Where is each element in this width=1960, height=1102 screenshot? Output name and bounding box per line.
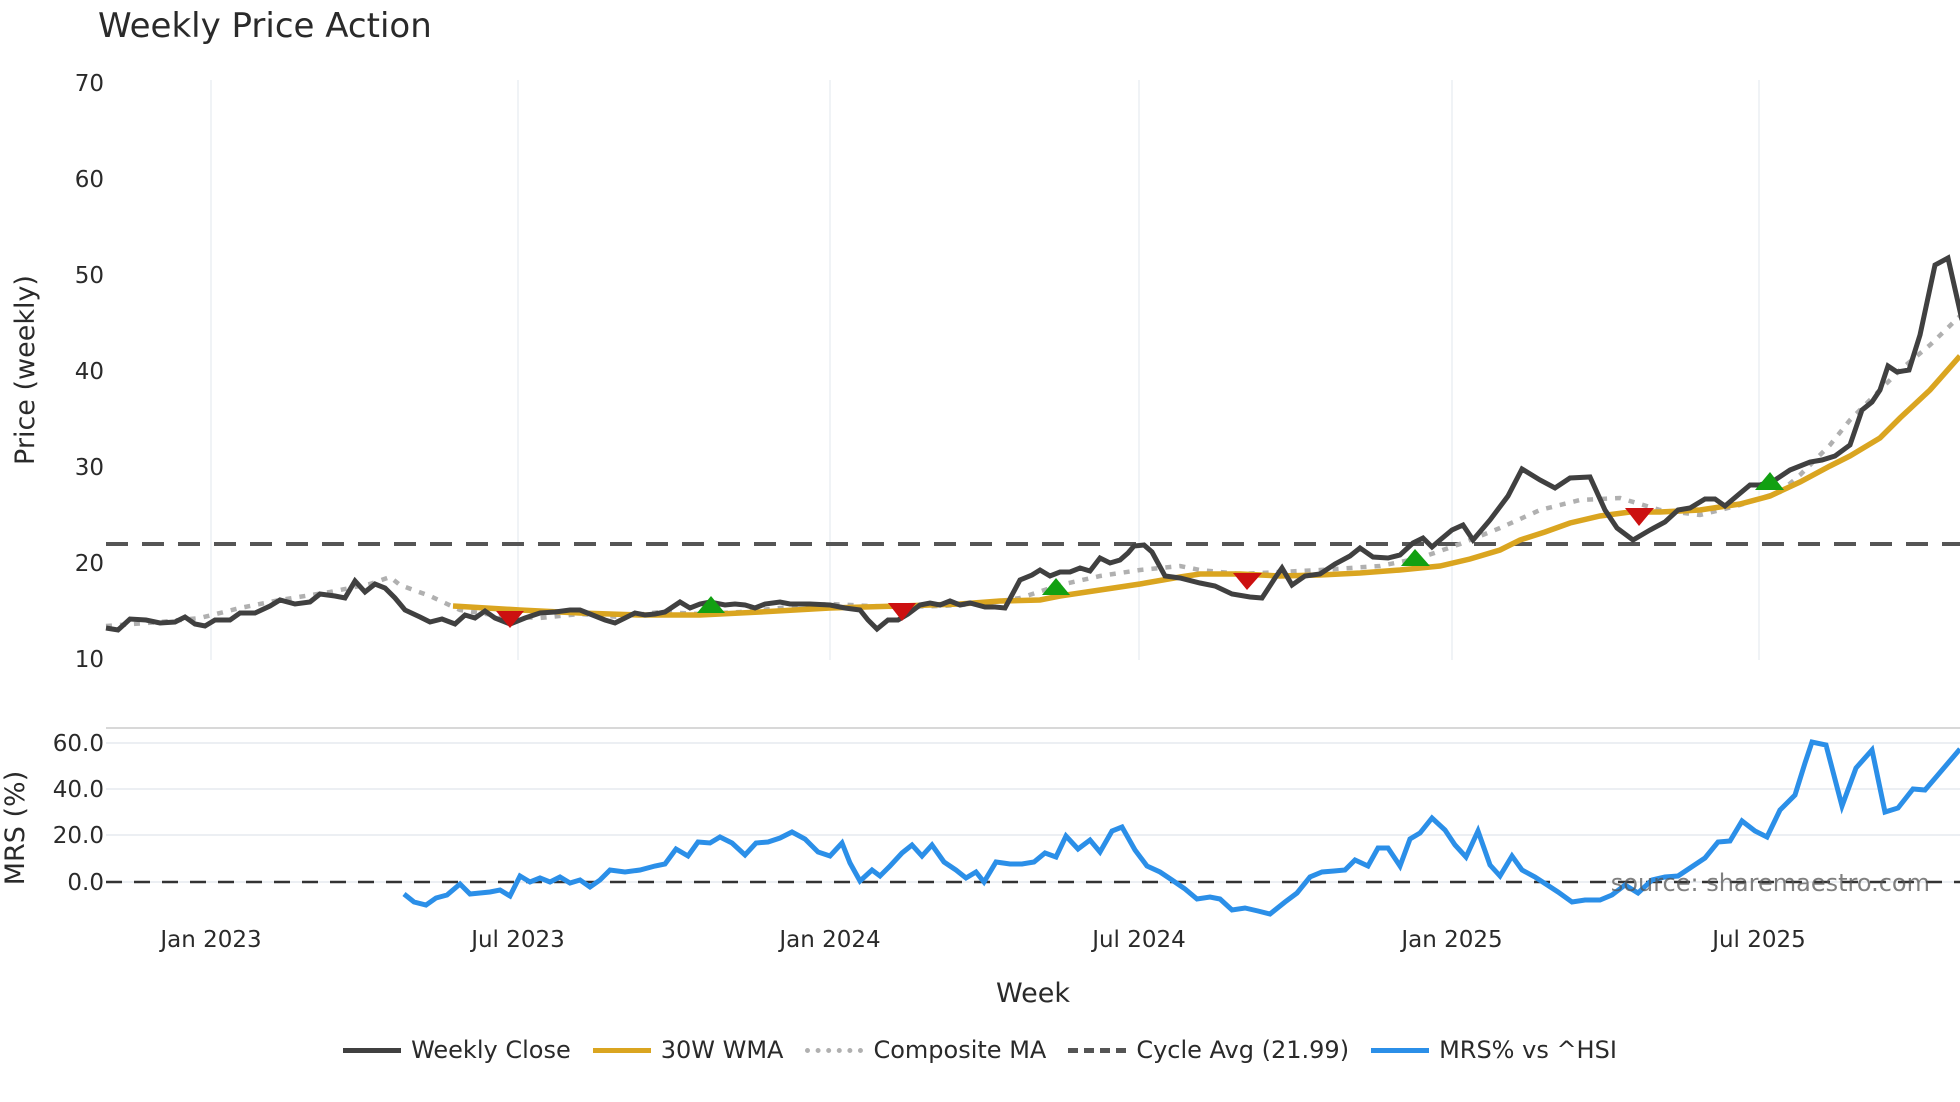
- legend-item-cycle-avg[interactable]: Cycle Avg (21.99): [1068, 1036, 1349, 1064]
- wma-line: [452, 354, 1960, 618]
- legend-label: 30W WMA: [660, 1036, 784, 1064]
- sell-marker: [1233, 573, 1262, 590]
- buy-marker: [697, 596, 725, 613]
- legend-item-weekly-close[interactable]: Weekly Close: [343, 1036, 571, 1064]
- sell-marker: [496, 611, 524, 628]
- composite-ma-line: [105, 314, 1960, 629]
- mrs-y-label: MRS (%): [0, 771, 31, 886]
- legend-swatch: [343, 1047, 402, 1053]
- svg-text:40: 40: [75, 359, 104, 385]
- legend-swatch: [592, 1047, 651, 1053]
- weekly-close-line: [105, 254, 1960, 633]
- legend-label: Weekly Close: [411, 1036, 571, 1064]
- svg-text:Jul 2024: Jul 2024: [1090, 927, 1186, 953]
- svg-text:Jan 2023: Jan 2023: [158, 927, 261, 953]
- x-axis-label: Week: [996, 978, 1070, 1009]
- svg-text:10: 10: [75, 647, 104, 673]
- svg-text:Jan 2025: Jan 2025: [1399, 927, 1502, 953]
- svg-text:20.0: 20.0: [53, 823, 104, 849]
- svg-text:70: 70: [75, 71, 104, 97]
- legend-item-wma[interactable]: 30W WMA: [592, 1036, 784, 1064]
- svg-text:60.0: 60.0: [53, 731, 104, 757]
- legend-label: Cycle Avg (21.99): [1136, 1036, 1350, 1064]
- legend-item-composite-ma[interactable]: Composite MA: [805, 1036, 1046, 1064]
- svg-text:20: 20: [75, 551, 104, 577]
- svg-text:60: 60: [75, 167, 104, 193]
- legend-label: Composite MA: [873, 1036, 1047, 1064]
- svg-text:Jul 2025: Jul 2025: [1710, 927, 1806, 953]
- price-y-label: Price (weekly): [10, 275, 41, 465]
- buy-marker: [1401, 549, 1430, 566]
- x-axis: Jan 2023 Jul 2023 Jan 2024 Jul 2024 Jan …: [158, 927, 1805, 953]
- signal-markers: [496, 472, 1784, 628]
- legend-swatch: [805, 1047, 864, 1053]
- svg-text:30: 30: [75, 455, 104, 481]
- sell-marker: [888, 603, 916, 621]
- legend-item-mrs[interactable]: MRS% vs ^HSI: [1371, 1036, 1617, 1064]
- svg-text:50: 50: [75, 263, 104, 289]
- sell-marker: [1625, 508, 1654, 526]
- buy-marker: [1755, 472, 1784, 490]
- mrs-y-axis: 60.0 40.0 20.0 0.0: [53, 731, 104, 896]
- price-y-axis: 70 60 50 40 30 20 10: [75, 71, 104, 673]
- mrs-line: [402, 739, 1960, 917]
- legend-label: MRS% vs ^HSI: [1439, 1036, 1617, 1064]
- svg-text:Jan 2024: Jan 2024: [777, 927, 880, 953]
- legend-swatch: [1371, 1047, 1430, 1053]
- svg-text:Jul 2023: Jul 2023: [469, 927, 565, 953]
- legend-swatch: [1068, 1047, 1127, 1053]
- price-gridlines: [210, 80, 1760, 660]
- chart-title: Weekly Price Action: [98, 6, 432, 46]
- svg-text:40.0: 40.0: [53, 777, 104, 803]
- source-annotation: source: sharemaestro.com: [1611, 869, 1930, 897]
- buy-marker: [1042, 578, 1070, 595]
- legend: Weekly Close 30W WMA Composite MA Cycle …: [0, 1036, 1960, 1064]
- svg-text:0.0: 0.0: [67, 870, 104, 896]
